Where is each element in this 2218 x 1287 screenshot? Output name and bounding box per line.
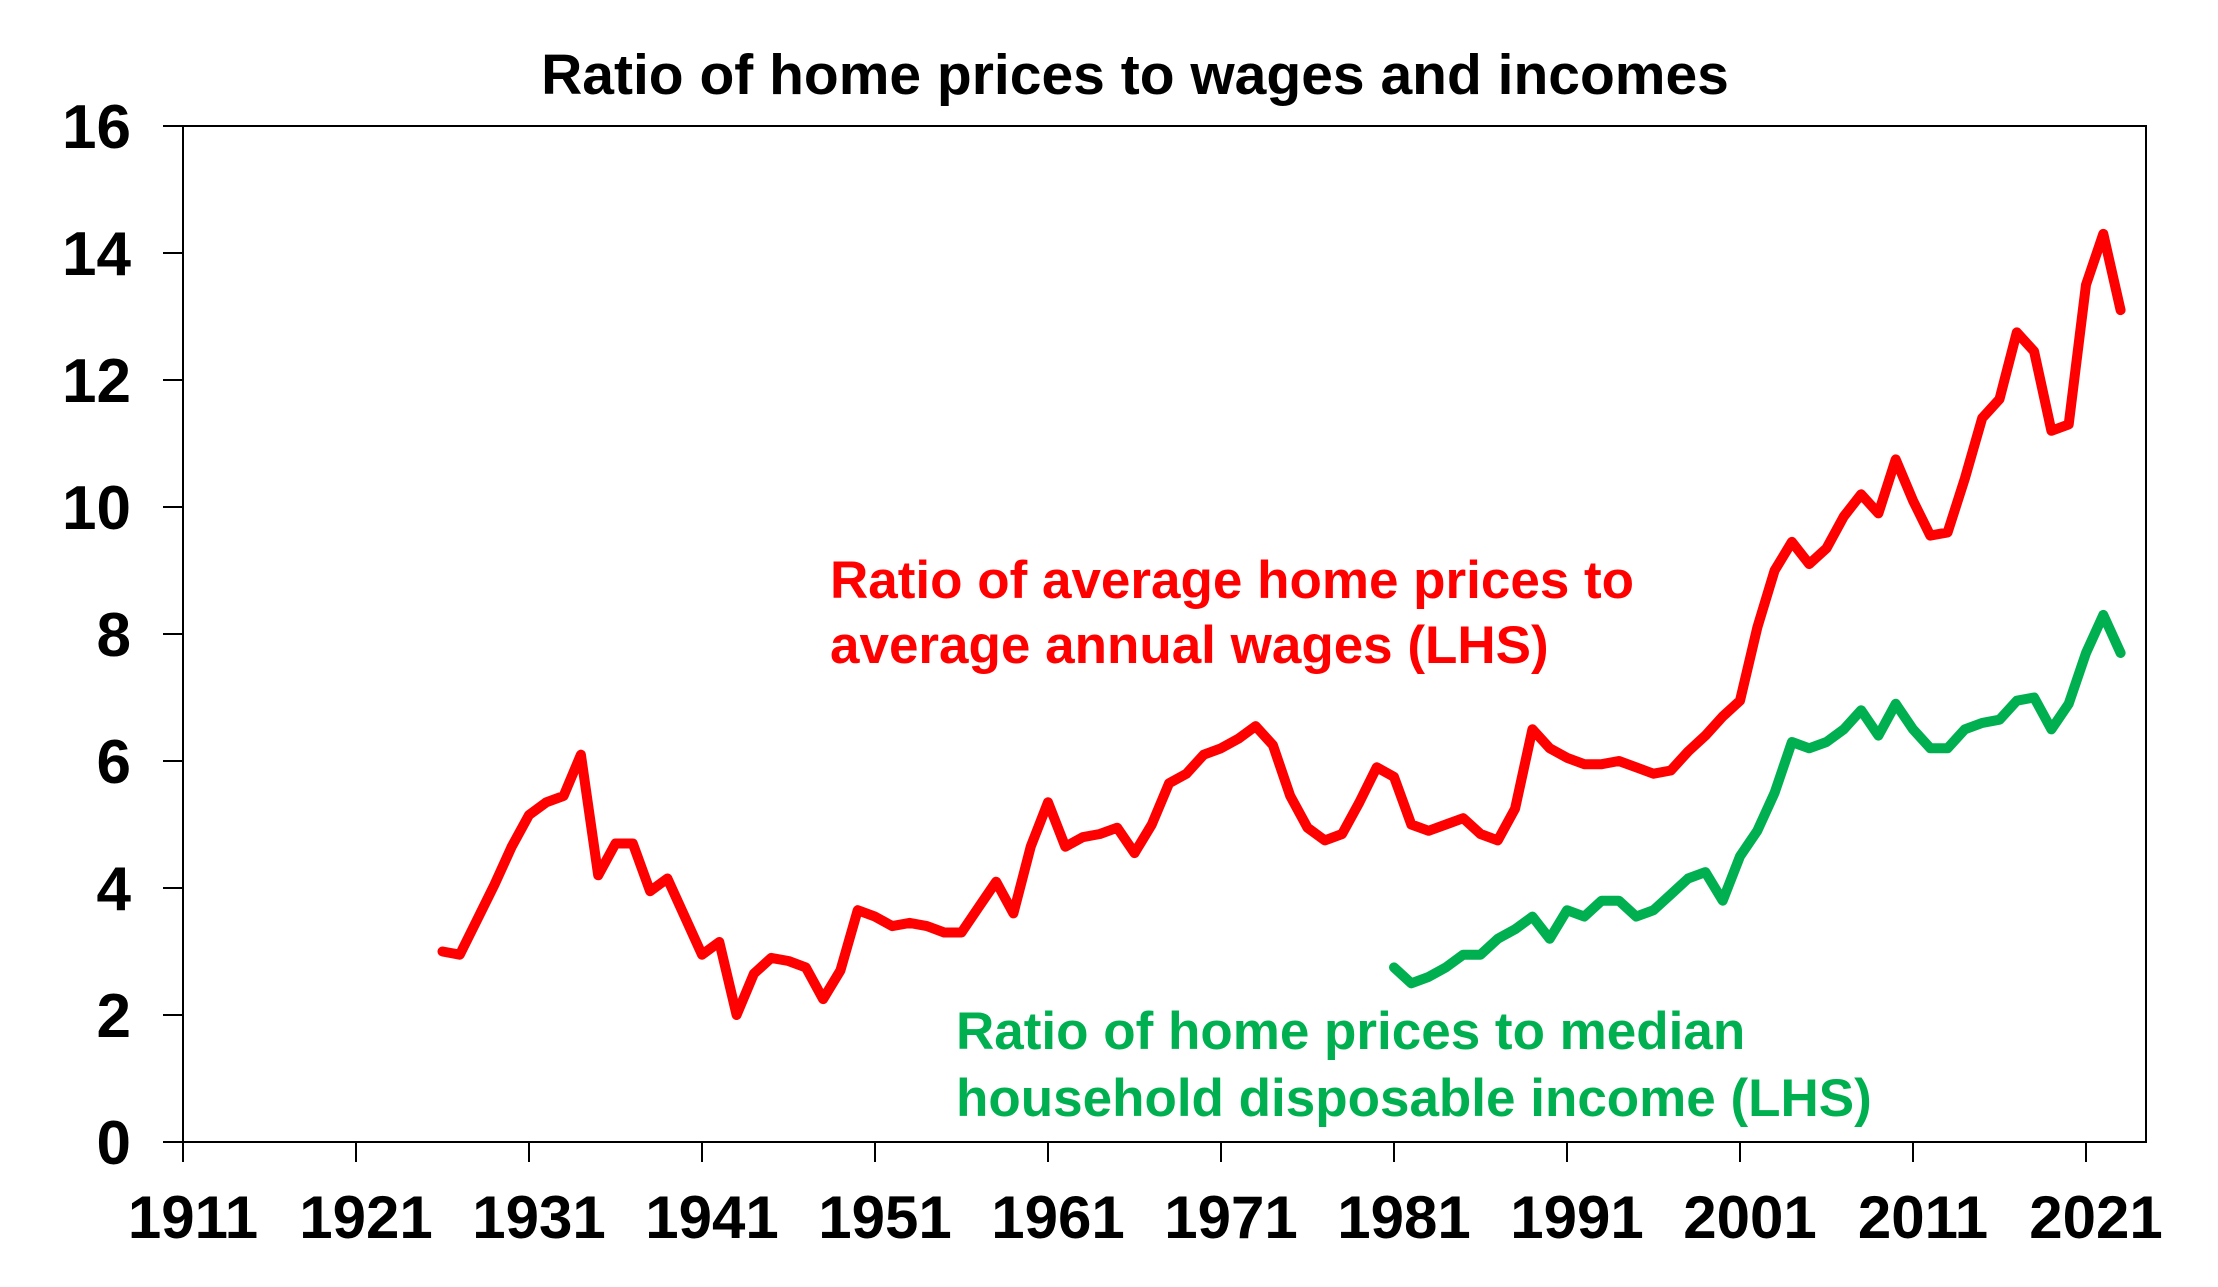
y-tick-label: 12 — [62, 347, 131, 416]
x-tick-label: 2021 — [2029, 1184, 2162, 1251]
x-tick-label: 1961 — [991, 1184, 1124, 1251]
x-tick-label: 1911 — [128, 1184, 258, 1251]
y-tick-label: 10 — [62, 474, 131, 543]
green-series-label-line-2: household disposable income (LHS) — [956, 1069, 1872, 1128]
y-tick-label: 4 — [97, 855, 132, 924]
series-layer — [437, 228, 2126, 1020]
x-tick-label: 1931 — [472, 1184, 605, 1251]
axes: 0 2 4 6 8 10 12 14 16 1911 1921 1931 1941 1951 1961 197… — [62, 93, 2163, 1251]
y-tick-label: 6 — [97, 728, 131, 797]
y-tick-label: 2 — [97, 982, 131, 1051]
chart-title: Ratio of home prices to wages and income… — [541, 43, 1729, 107]
x-tick-label: 2001 — [1683, 1184, 1816, 1251]
x-tick-label: 1941 — [645, 1184, 778, 1251]
x-tick-label: 1981 — [1337, 1184, 1470, 1251]
x-tick-label: 1921 — [299, 1184, 432, 1251]
x-tick-label: 1971 — [1164, 1184, 1297, 1251]
y-tick-label: 16 — [62, 93, 131, 162]
y-tick-label: 14 — [62, 220, 131, 289]
y-tick-label: 0 — [97, 1109, 131, 1178]
green-series-label-line-1: Ratio of home prices to median — [956, 1002, 1745, 1061]
series-line-wages — [437, 228, 2126, 1020]
x-tick-label: 1991 — [1510, 1184, 1643, 1251]
y-tick-label: 8 — [97, 601, 131, 670]
red-series-label-line-1: Ratio of average home prices to — [830, 551, 1634, 610]
x-tick-label: 2011 — [1858, 1184, 1988, 1251]
x-tick-label: 1951 — [818, 1184, 951, 1251]
red-series-label-line-2: average annual wages (LHS) — [830, 616, 1549, 675]
